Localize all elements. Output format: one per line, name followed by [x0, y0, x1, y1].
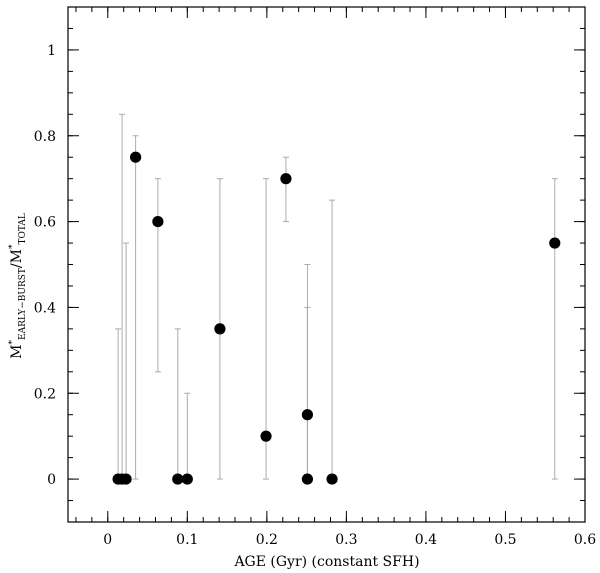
data-point [120, 473, 132, 485]
data-points [112, 151, 561, 485]
data-point [280, 173, 292, 185]
x-axis-label: AGE (Gyr) (constant SFH) [233, 554, 419, 570]
y-tick-label: 0 [47, 472, 56, 488]
y-tick-label: 0.6 [34, 215, 56, 231]
x-tick-label: 0.2 [256, 532, 278, 548]
x-tick-label: 0.4 [415, 532, 437, 548]
data-point [181, 473, 193, 485]
x-tick-label: 0.3 [335, 532, 357, 548]
x-tick-label: 0 [103, 532, 112, 548]
y-tick-labels: 0 0.2 0.4 0.6 0.8 1 [34, 43, 56, 488]
y-axis-label: M*EARLY−BURST/M*TOTAL [8, 213, 28, 359]
data-point [152, 215, 164, 228]
data-point [301, 473, 314, 485]
y-tick-label: 0.8 [34, 129, 56, 145]
data-point [549, 237, 561, 249]
data-point [214, 323, 226, 335]
data-point [260, 430, 272, 442]
x-tick-label: 0.1 [176, 532, 198, 548]
x-tick-label: 0.6 [574, 532, 596, 548]
y-tick-label: 1 [47, 43, 56, 59]
data-point [130, 151, 142, 163]
data-point [172, 473, 184, 485]
data-point [326, 473, 338, 485]
x-tick-label: 0.5 [494, 532, 516, 548]
y-tick-label: 0.4 [34, 300, 56, 316]
y-tick-label: 0.2 [34, 386, 56, 402]
x-tick-labels: 0 0.1 0.2 0.3 0.4 0.5 0.6 [103, 532, 596, 548]
plot-frame [67, 6, 586, 523]
data-point [301, 409, 314, 421]
tick-marks [68, 6, 586, 523]
